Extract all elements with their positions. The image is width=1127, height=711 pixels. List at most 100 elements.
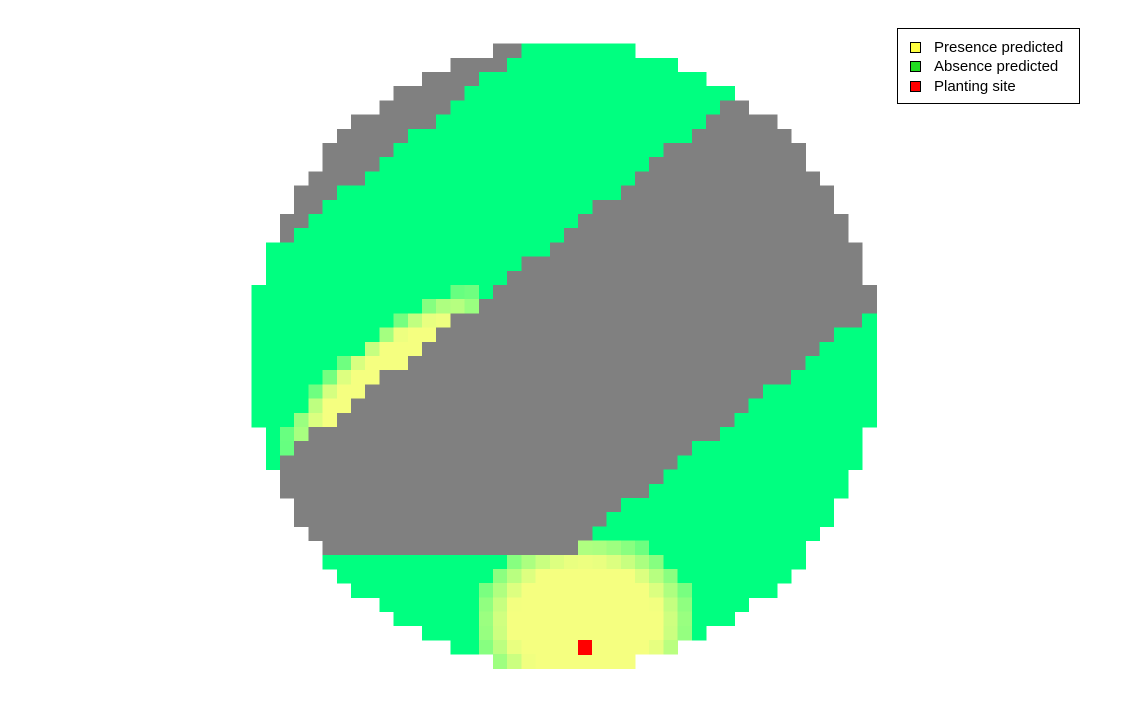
map-cell [649, 370, 664, 385]
map-cell [322, 341, 338, 357]
map-cell [819, 341, 835, 357]
map-cell [762, 285, 778, 300]
map-cell [734, 512, 749, 527]
map-cell [549, 270, 565, 286]
map-cell [478, 341, 494, 357]
map-cell [791, 370, 806, 385]
presence-swatch-icon [910, 42, 921, 54]
map-cell [322, 214, 338, 229]
map-cell [677, 498, 693, 513]
map-cell [805, 455, 820, 470]
map-cell [592, 554, 607, 570]
map-cell [422, 143, 437, 158]
map-cell [734, 583, 749, 598]
map-cell [805, 398, 820, 414]
map-cell [450, 625, 465, 641]
map-cell [280, 299, 295, 314]
map-cell [464, 455, 480, 470]
map-cell [564, 171, 579, 186]
map-cell [478, 526, 494, 541]
map-cell [706, 100, 721, 115]
map-cell [549, 398, 565, 414]
map-cell [436, 441, 451, 456]
map-cell [393, 341, 409, 357]
map-cell [365, 526, 380, 541]
map-cell [578, 228, 593, 243]
map-cell [436, 597, 451, 612]
map-cell [592, 455, 607, 470]
map-cell [393, 114, 409, 130]
map-cell [407, 370, 423, 385]
map-cell [379, 498, 394, 513]
map-cell [521, 313, 536, 328]
map-cell [663, 412, 678, 428]
map-cell [606, 356, 622, 371]
map-cell [663, 526, 678, 541]
map-cell [294, 412, 309, 428]
map-cell [450, 441, 465, 456]
map-cell [436, 171, 451, 186]
map-cell [592, 540, 607, 556]
map-cell [521, 469, 536, 485]
map-cell [748, 512, 764, 527]
map-cell [336, 455, 352, 470]
map-cell [592, 327, 607, 343]
map-cell [564, 640, 579, 655]
map-cell [336, 157, 352, 172]
map-cell [450, 498, 465, 513]
map-cell [251, 398, 267, 414]
map-cell [649, 356, 664, 371]
map-cell [564, 43, 579, 59]
map-cell [833, 412, 849, 428]
map-cell [734, 100, 749, 115]
map-cell [649, 157, 664, 172]
map-cell [791, 512, 806, 527]
map-cell [706, 285, 721, 300]
map-cell [606, 327, 622, 343]
map-cell [620, 128, 636, 144]
map-cell [379, 270, 394, 286]
map-cell [805, 526, 820, 541]
map-cell [351, 398, 366, 414]
map-cell [706, 256, 721, 272]
map-cell [450, 455, 465, 470]
map-cell [592, 583, 607, 598]
map-cell [791, 469, 806, 485]
map-cell [862, 384, 877, 399]
map-cell [535, 114, 551, 130]
map-cell [407, 157, 423, 172]
map-cell [478, 72, 494, 87]
map-cell [748, 441, 764, 456]
map-cell [748, 114, 764, 130]
map-cell [422, 128, 437, 144]
map-cell [478, 370, 494, 385]
map-cell [393, 455, 409, 470]
map-cell [564, 625, 579, 641]
map-cell [322, 441, 338, 456]
map-cell [606, 498, 622, 513]
map-cell [833, 455, 849, 470]
map-cell [365, 327, 380, 343]
map-cell [592, 427, 607, 442]
map-cell [649, 114, 664, 130]
map-cell [592, 270, 607, 286]
map-cell [706, 498, 721, 513]
map-cell [294, 185, 309, 201]
map-cell [549, 100, 565, 115]
map-cell [720, 356, 735, 371]
map-cell [578, 185, 593, 201]
map-cell [280, 412, 295, 428]
map-cell [322, 228, 338, 243]
map-cell [748, 554, 764, 570]
map-cell [734, 327, 749, 343]
map-cell [677, 185, 693, 201]
map-cell [592, 171, 607, 186]
map-cell [620, 57, 636, 73]
map-cell [635, 242, 650, 257]
map-cell [805, 285, 820, 300]
map-cell [677, 270, 693, 286]
map-cell [620, 313, 636, 328]
map-cell [691, 512, 707, 527]
map-cell [507, 214, 522, 229]
map-cell [691, 554, 707, 570]
